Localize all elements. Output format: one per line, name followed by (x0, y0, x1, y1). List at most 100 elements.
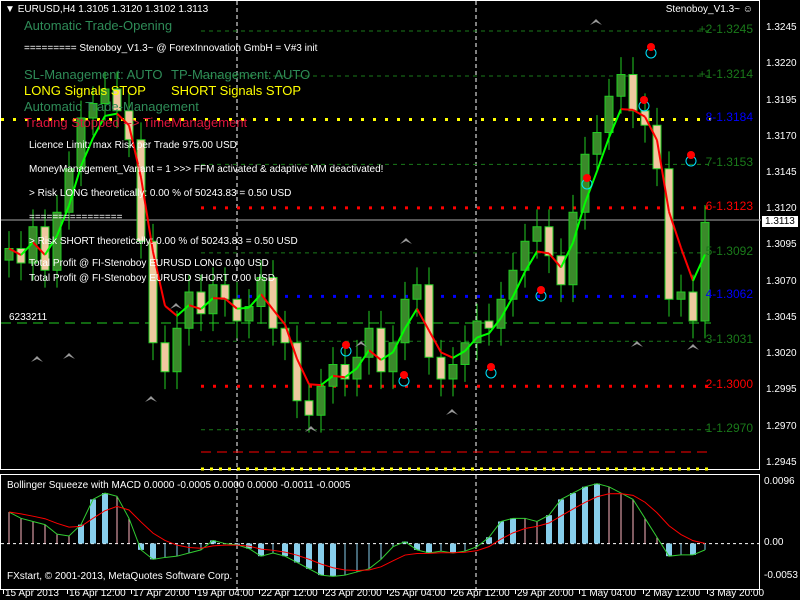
time-tick-mark (131, 590, 132, 594)
trend-line-segment (200, 297, 214, 310)
macd-title: Bollinger Squeeze with MACD 0.0000 -0.00… (7, 480, 351, 491)
ea-name: Stenoboy_V1.3~ (665, 4, 740, 15)
macd-histogram-bar (570, 493, 576, 544)
bear-candle (688, 291, 698, 322)
bull-candle (400, 298, 410, 344)
price-tick: 1.2945 (766, 457, 797, 468)
macd-histogram-bar (176, 543, 178, 557)
trend-line-segment (548, 252, 562, 269)
macd-histogram-bar (656, 537, 658, 544)
separator-text: ================ (29, 212, 123, 223)
bull-candle (496, 298, 506, 329)
bear-candle (652, 124, 662, 170)
trend-line-segment (596, 137, 610, 172)
macd-histogram-bar (282, 543, 288, 557)
trend-line-segment (284, 324, 298, 360)
time-tick-mark (195, 590, 196, 594)
bear-candle (544, 226, 554, 257)
trend-line-segment (632, 108, 646, 118)
bear-candle (376, 327, 386, 373)
trend-line-segment (164, 305, 178, 317)
bear-candle (664, 168, 674, 300)
level-label: 5-1.3092 (705, 243, 753, 258)
signal-arrow-icon (687, 344, 699, 350)
macd-histogram-bar (368, 543, 370, 569)
trend-line-segment (116, 112, 130, 127)
price-tick: 1.3095 (766, 239, 797, 250)
macd-tick: 0.0096 (764, 476, 795, 487)
time-tick: 29 Apr 20:00 (517, 588, 574, 599)
signal-arrow-icon (631, 341, 643, 347)
level-label: 8-1.3184 (705, 110, 753, 125)
bear-candle (436, 356, 446, 380)
trading-stopped-text: Trading Stopped --> TimeManagement (24, 115, 248, 130)
macd-histogram-bar (128, 518, 130, 544)
macd-subwindow[interactable]: Bollinger Squeeze with MACD 0.0000 -0.00… (0, 474, 761, 591)
trade-marker-icon (583, 174, 591, 182)
bear-candle (196, 291, 206, 315)
trend-line-segment (560, 242, 574, 268)
bear-candle (160, 342, 170, 373)
bull-candle (28, 226, 38, 264)
bear-candle (340, 364, 350, 380)
macd-histogram-bar (344, 543, 346, 576)
level-label: 6-1.3123 (705, 198, 753, 213)
trend-line-segment (8, 247, 22, 256)
time-tick-mark (67, 590, 68, 594)
trend-line-segment (356, 349, 370, 369)
trend-line-segment (308, 383, 322, 387)
trend-line-segment (236, 306, 250, 310)
macd-histogram-bar (402, 541, 408, 544)
macd-histogram-bar (116, 496, 118, 544)
trade-management-text: Automatic Trade-Management (24, 99, 199, 114)
trend-line-segment (332, 374, 346, 379)
trend-line-segment (572, 202, 586, 243)
macd-histogram-bar (56, 534, 58, 544)
macd-histogram-bar (234, 543, 240, 545)
current-price-label: 1.3113 (762, 216, 798, 227)
time-tick: 25 Apr 04:00 (389, 588, 446, 599)
trade-marker-icon (487, 363, 495, 371)
bull-candle (616, 74, 626, 97)
trend-line-segment (344, 367, 358, 379)
init-text: ========= Stenoboy_V1.3~ @ ForexInnovati… (24, 43, 318, 54)
trend-line-segment (488, 317, 502, 334)
price-chart[interactable]: ▼ EURUSD,H4 1.3105 1.3120 1.3102 1.3113 … (0, 0, 761, 471)
macd-histogram-bar (632, 499, 634, 544)
bull-candle (676, 291, 686, 300)
time-tick-mark (387, 590, 388, 594)
mm-variant-text: MoneyManagement_Variant = 1 >>> FFM acti… (29, 164, 384, 175)
trend-line-segment (92, 115, 106, 139)
collapse-triangle-icon[interactable]: ▼ (5, 4, 15, 15)
trade-marker-icon (640, 96, 648, 104)
price-tick: 1.2970 (766, 421, 797, 432)
macd-histogram-bar (464, 543, 466, 552)
ohlc-values: 1.3105 1.3120 1.3102 1.3113 (78, 4, 209, 15)
time-tick: 3 May 20:00 (709, 588, 765, 599)
signal-arrow-icon (305, 426, 317, 432)
bull-candle (472, 320, 482, 344)
trend-line-segment (644, 116, 658, 141)
level-label: 4-1.3062 (705, 287, 753, 302)
macd-tick: 0.00 (764, 537, 784, 548)
macd-histogram-bar (582, 486, 588, 544)
macd-histogram-bar (356, 543, 358, 572)
price-tick: 1.3245 (766, 22, 797, 33)
macd-histogram-bar (380, 543, 382, 560)
bull-candle (448, 364, 458, 380)
copyright-text: FXstart, © 2001-2013, MetaQuotes Softwar… (7, 571, 233, 582)
time-tick: 26 Apr 12:00 (453, 588, 510, 599)
trend-line-segment (476, 332, 490, 339)
bear-candle (232, 298, 242, 322)
time-tick-mark (323, 590, 324, 594)
macd-histogram-bar (272, 543, 274, 554)
sl-management-text: SL-Management: AUTO (24, 67, 163, 82)
licence-text: Licence Limit: max Risk per Trade 975.00… (29, 140, 237, 151)
macd-histogram-bar (318, 543, 324, 576)
time-tick: 15 Apr 2013 (5, 588, 59, 599)
magic-number-text: 6233211 (9, 312, 48, 323)
bull-candle (508, 269, 518, 300)
trend-line-segment (428, 330, 442, 353)
price-tick: 1.3170 (766, 131, 797, 142)
trend-line-segment (224, 297, 238, 310)
